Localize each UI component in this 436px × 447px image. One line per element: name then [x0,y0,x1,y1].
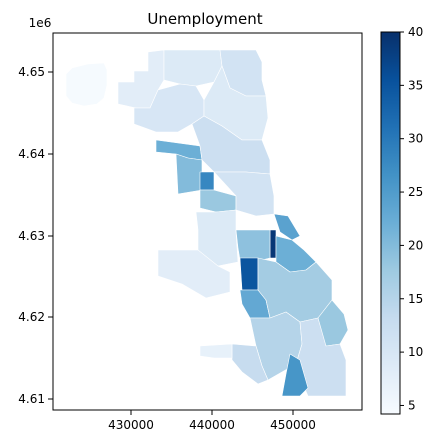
region-west-side-dark [199,171,215,191]
region-near-north [191,115,271,175]
region-south-central [235,229,271,261]
region-far-south-east [295,317,347,397]
region-west-side-b [175,153,203,195]
region-southwest-edge [199,343,233,359]
region-south-dark-bar [269,229,277,259]
colorbar-tick-label: 10 [408,345,423,359]
y-tick-label: 4.63 [18,229,45,243]
map-title: Unemployment [147,10,262,28]
y-tick-label: 4.61 [18,392,45,406]
region-southwest-far [157,249,231,299]
colorbar-tick-label: 20 [408,238,423,252]
y-tick-label: 4.62 [18,310,45,324]
colorbar-tick-label: 40 [408,25,423,39]
region-far-south-west [231,343,269,385]
region-west-lobe [65,62,108,107]
y-tick-label: 4.65 [18,65,45,79]
x-tick-label: 430000 [108,418,154,432]
x-tick-label: 450000 [270,418,316,432]
colorbar-tick-label: 25 [408,185,423,199]
colorbar-tick-label: 15 [408,292,423,306]
colorbar [380,31,401,415]
x-tick-label: 440000 [189,418,235,432]
y-tick-label: 4.64 [18,147,45,161]
region-north-block [163,49,223,87]
region-southwest-mid [195,209,239,267]
region-lakefront-south [273,213,301,241]
colorbar-ticks: 5 10 15 20 25 30 35 40 [400,25,423,412]
colorbar-tick-label: 30 [408,132,423,146]
y-axis: 4.65 4.64 4.63 4.62 4.61 [18,65,53,406]
colorbar-tick-label: 35 [408,78,423,92]
region-far-south-dark [281,353,309,397]
x-axis: 430000 440000 450000 [108,410,316,432]
choropleth-regions [65,49,349,397]
colorbar-tick-label: 5 [408,398,416,412]
region-south-core-dark [239,257,259,291]
y-offset-label: 1e6 [29,16,52,30]
